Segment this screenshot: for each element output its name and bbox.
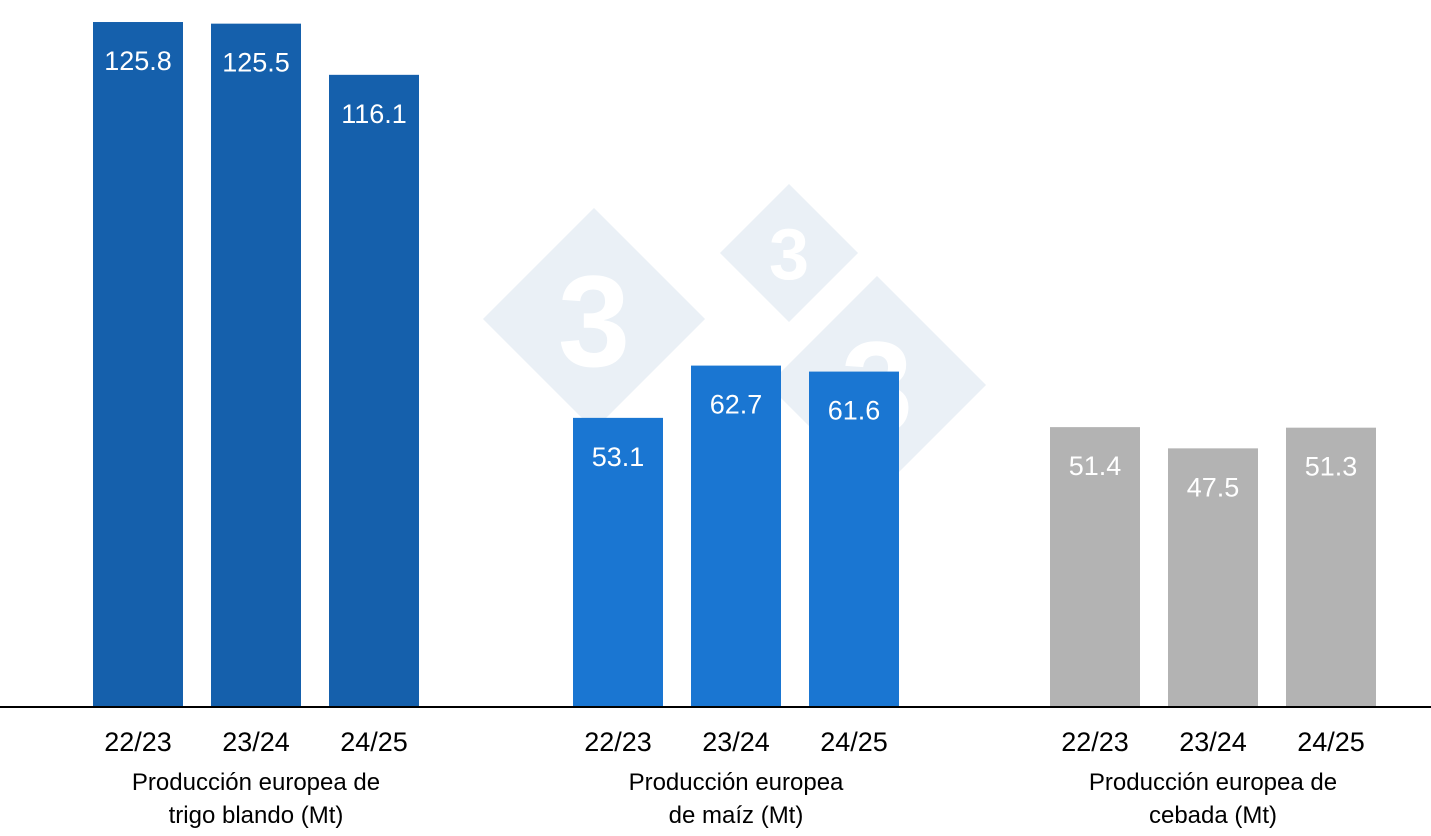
bar-group-2-24-25 bbox=[809, 371, 899, 707]
data-label: 51.3 bbox=[1305, 452, 1358, 482]
bar-group-3-23-24 bbox=[1168, 448, 1258, 707]
x-tick-label: 22/23 bbox=[1061, 727, 1129, 757]
data-label: 62.7 bbox=[710, 390, 763, 420]
watermark-digit-1: 3 bbox=[558, 248, 630, 394]
x-tick-label: 23/24 bbox=[1179, 727, 1247, 757]
data-label: 116.1 bbox=[341, 99, 407, 129]
watermark-digit-2: 3 bbox=[769, 215, 809, 295]
bar-group-1-22-23 bbox=[93, 22, 183, 708]
bars-layer: 125.8 125.5 116.1 53.1 62.7 61.6 51.4 47.5 51.3 bbox=[93, 22, 1376, 708]
group-labels-layer: Producción europea de trigo blando (Mt) Pr… bbox=[132, 769, 1337, 829]
x-tick-label: 23/24 bbox=[222, 727, 290, 757]
x-tick-label: 24/25 bbox=[820, 727, 888, 757]
group-label-line-1: Producción europea de bbox=[132, 769, 380, 796]
bar-group-2-23-24 bbox=[691, 365, 781, 707]
data-label: 61.6 bbox=[828, 396, 881, 426]
bar-group-1-24-25 bbox=[329, 74, 419, 707]
x-tick-label: 24/25 bbox=[1297, 727, 1365, 757]
group-label-line-1: Producción europea de bbox=[1089, 769, 1337, 796]
data-label: 47.5 bbox=[1187, 472, 1240, 502]
data-label: 125.8 bbox=[104, 46, 172, 76]
data-label: 125.5 bbox=[222, 48, 290, 78]
tick-labels-layer: 22/23 23/24 24/25 22/23 23/24 24/25 22/23 23/24… bbox=[104, 727, 1365, 757]
x-tick-label: 24/25 bbox=[340, 727, 408, 757]
group-label-line-2: trigo blando (Mt) bbox=[169, 802, 344, 829]
data-label: 51.4 bbox=[1069, 451, 1122, 481]
data-label: 53.1 bbox=[592, 442, 645, 472]
group-label-line-1: Producción europea bbox=[629, 769, 844, 796]
group-label-line-2: de maíz (Mt) bbox=[669, 802, 804, 829]
bar-group-3-22-23 bbox=[1050, 427, 1140, 707]
bar-group-1-23-24 bbox=[211, 23, 301, 707]
group-label-line-2: cebada (Mt) bbox=[1149, 802, 1277, 829]
x-tick-label: 22/23 bbox=[104, 727, 172, 757]
bar-group-3-24-25 bbox=[1286, 427, 1376, 707]
x-tick-label: 22/23 bbox=[584, 727, 652, 757]
bar-group-2-22-23 bbox=[573, 417, 663, 707]
watermark-diamond-1 bbox=[483, 208, 705, 430]
watermark-diamond-2 bbox=[720, 184, 858, 322]
x-tick-label: 23/24 bbox=[702, 727, 770, 757]
